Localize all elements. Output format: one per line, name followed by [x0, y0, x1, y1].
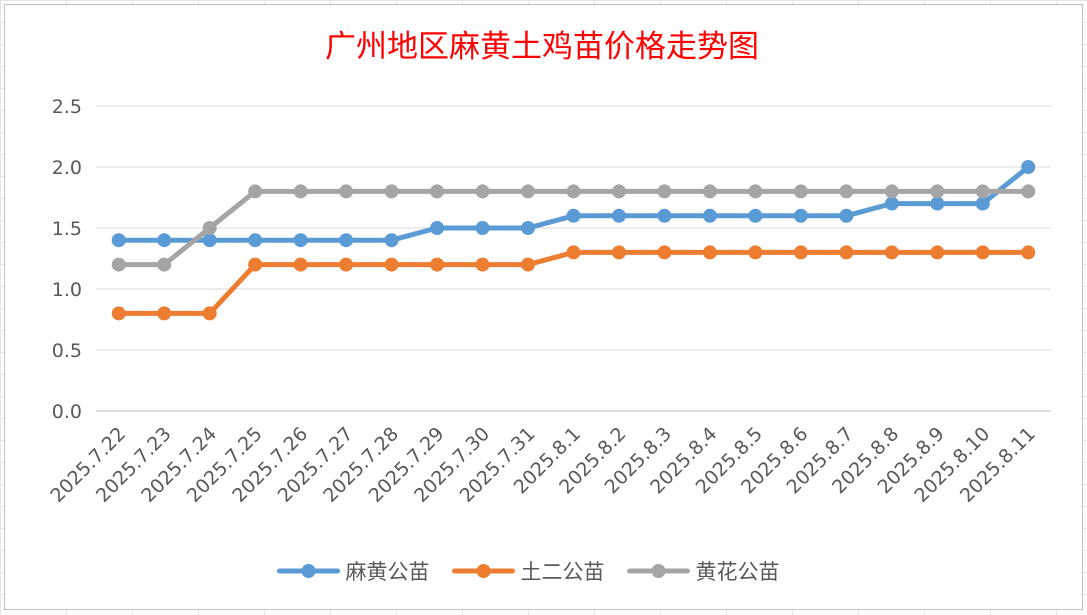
data-point[interactable]	[248, 233, 263, 248]
data-point[interactable]	[930, 245, 945, 260]
data-point[interactable]	[339, 184, 354, 199]
data-point[interactable]	[611, 184, 626, 199]
legend-item[interactable]: 土二公苗	[452, 560, 605, 584]
y-tick-label: 2.0	[52, 157, 82, 179]
y-tick-label: 0.5	[52, 340, 82, 362]
data-point[interactable]	[839, 184, 854, 199]
data-point[interactable]	[884, 184, 899, 199]
data-point[interactable]	[521, 184, 536, 199]
data-point[interactable]	[702, 184, 717, 199]
data-point[interactable]	[384, 184, 399, 199]
data-point[interactable]	[611, 245, 626, 260]
data-point[interactable]	[1021, 245, 1036, 260]
data-point[interactable]	[475, 221, 490, 235]
series-3	[111, 184, 1036, 272]
data-point[interactable]	[702, 245, 717, 260]
gridlines	[96, 105, 1051, 412]
data-point[interactable]	[475, 257, 490, 272]
data-point[interactable]	[111, 233, 126, 248]
legend-swatch-marker	[476, 564, 491, 578]
data-point[interactable]	[521, 257, 536, 272]
data-point[interactable]	[975, 196, 990, 211]
y-tick-label: 0.0	[52, 401, 82, 423]
y-tick-label: 1.0	[52, 279, 82, 301]
data-point[interactable]	[111, 306, 126, 321]
data-point[interactable]	[475, 184, 490, 199]
legend-label: 土二公苗	[521, 560, 605, 584]
chart-title: 广州地区麻黄土鸡苗价格走势图	[325, 29, 759, 65]
legend-swatch-marker	[301, 564, 316, 578]
data-point[interactable]	[793, 184, 808, 199]
data-point[interactable]	[839, 208, 854, 223]
legend-swatch-marker	[651, 564, 666, 578]
y-tick-label: 1.5	[52, 218, 82, 240]
data-point[interactable]	[930, 184, 945, 199]
y-tick-label: 2.5	[52, 96, 82, 118]
data-point[interactable]	[111, 257, 126, 272]
data-point[interactable]	[566, 184, 581, 199]
data-point[interactable]	[702, 208, 717, 223]
series-1	[111, 160, 1036, 248]
data-point[interactable]	[521, 221, 536, 235]
data-point[interactable]	[975, 245, 990, 260]
data-point[interactable]	[293, 233, 308, 248]
data-point[interactable]	[384, 233, 399, 248]
data-point[interactable]	[566, 208, 581, 223]
data-point[interactable]	[202, 233, 217, 248]
data-point[interactable]	[293, 257, 308, 272]
chart-area[interactable]: 广州地区麻黄土鸡苗价格走势图 0.0 0.5 1.0 1.5 2.0 2.5 2025.7…	[4, 4, 1083, 610]
y-axis-ticks: 0.0 0.5 1.0 1.5 2.0 2.5	[52, 96, 82, 423]
series-lines	[111, 160, 1036, 321]
legend-label: 麻黄公苗	[346, 560, 430, 584]
data-point[interactable]	[430, 257, 445, 272]
data-point[interactable]	[1021, 160, 1036, 174]
data-point[interactable]	[748, 208, 763, 223]
data-point[interactable]	[748, 245, 763, 260]
data-point[interactable]	[202, 221, 217, 235]
data-point[interactable]	[339, 257, 354, 272]
data-point[interactable]	[248, 257, 263, 272]
data-point[interactable]	[657, 245, 672, 260]
legend-item[interactable]: 黄花公苗	[627, 560, 780, 584]
data-point[interactable]	[248, 184, 263, 199]
line-chart: 广州地区麻黄土鸡苗价格走势图 0.0 0.5 1.0 1.5 2.0 2.5 2025.7…	[46, 29, 1051, 584]
data-point[interactable]	[430, 184, 445, 199]
data-point[interactable]	[839, 245, 854, 260]
data-point[interactable]	[657, 184, 672, 199]
data-point[interactable]	[657, 208, 672, 223]
legend-label: 黄花公苗	[696, 560, 780, 584]
data-point[interactable]	[884, 245, 899, 260]
data-point[interactable]	[884, 196, 899, 211]
data-point[interactable]	[202, 306, 217, 321]
data-point[interactable]	[930, 196, 945, 211]
data-point[interactable]	[793, 245, 808, 260]
data-point[interactable]	[1021, 184, 1036, 199]
data-point[interactable]	[384, 257, 399, 272]
data-point[interactable]	[748, 184, 763, 199]
data-point[interactable]	[611, 208, 626, 223]
data-point[interactable]	[566, 245, 581, 260]
legend: 麻黄公苗 土二公苗 黄花公苗	[277, 560, 780, 584]
legend-item[interactable]: 麻黄公苗	[277, 560, 430, 584]
data-point[interactable]	[157, 306, 172, 321]
data-point[interactable]	[339, 233, 354, 248]
data-point[interactable]	[975, 184, 990, 199]
series-2	[111, 245, 1036, 321]
data-point[interactable]	[157, 233, 172, 248]
data-point[interactable]	[157, 257, 172, 272]
data-point[interactable]	[293, 184, 308, 199]
x-axis-ticks: 2025.7.222025.7.232025.7.242025.7.252025…	[46, 423, 1039, 507]
data-point[interactable]	[430, 221, 445, 235]
data-point[interactable]	[793, 208, 808, 223]
